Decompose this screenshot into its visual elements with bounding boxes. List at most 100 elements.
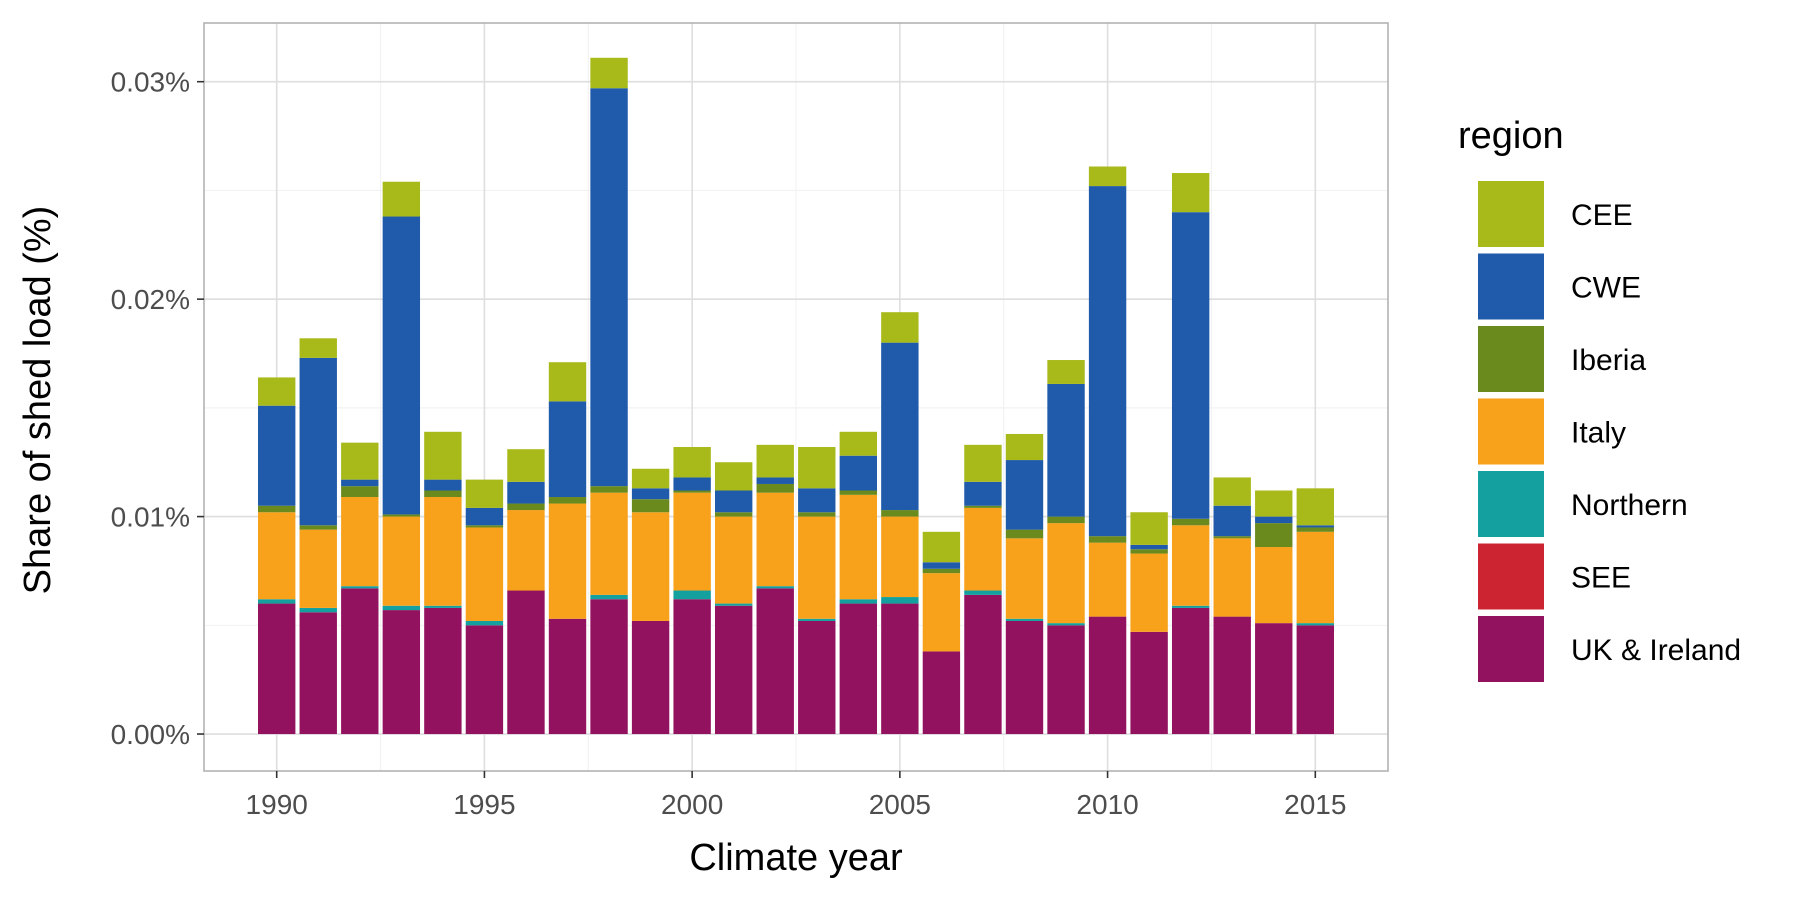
bar-stack-2009 — [1047, 360, 1085, 735]
legend-title: region — [1458, 115, 1564, 157]
legend-label: Northern — [1571, 489, 1688, 522]
bar-stack-2004 — [839, 431, 878, 735]
bar-uk-ireland-1991 — [299, 612, 337, 735]
bar-cee-2015 — [1296, 488, 1334, 526]
bar-cee-1995 — [465, 479, 504, 508]
bar-stack-1998 — [590, 57, 628, 735]
bar-italy-2014 — [1255, 547, 1293, 624]
bar-uk-ireland-1994 — [424, 607, 462, 735]
bar-iberia-2002 — [756, 483, 794, 493]
bar-cwe-2014 — [1255, 516, 1293, 524]
bar-cwe-2006 — [922, 562, 961, 569]
bar-cwe-1998 — [590, 88, 628, 487]
bar-cee-1999 — [631, 468, 670, 489]
x-axis: 1990 1995 2000 2005 2010 2015 — [246, 771, 1346, 820]
legend-item: CEE — [1478, 181, 1633, 247]
bar-italy-2009 — [1047, 523, 1085, 624]
bar-uk-ireland-1996 — [507, 590, 545, 735]
bar-iberia-2011 — [1130, 549, 1168, 554]
legend-key — [1478, 181, 1544, 247]
bar-iberia-1999 — [631, 499, 670, 513]
legend-label: CEE — [1571, 199, 1633, 232]
bar-iberia-2015 — [1296, 527, 1334, 532]
bar-northern-2005 — [881, 597, 919, 604]
legend-key — [1478, 616, 1544, 682]
bar-cwe-1994 — [424, 479, 462, 491]
bar-stack-2014 — [1255, 490, 1293, 735]
bar-iberia-2005 — [881, 510, 919, 517]
bar-cwe-1990 — [258, 405, 296, 506]
bar-italy-2006 — [922, 573, 961, 652]
bar-stack-1994 — [424, 431, 462, 735]
bar-uk-ireland-2013 — [1213, 616, 1251, 735]
bar-iberia-2010 — [1088, 536, 1127, 543]
bar-northern-1992 — [341, 586, 379, 589]
bar-iberia-2006 — [922, 568, 961, 574]
plot-panel — [203, 22, 1389, 772]
bar-cwe-2009 — [1047, 383, 1085, 517]
bar-italy-2013 — [1213, 538, 1251, 617]
bar-stack-2013 — [1213, 477, 1251, 735]
bar-stack-2001 — [714, 462, 753, 735]
bar-uk-ireland-2009 — [1047, 625, 1085, 735]
x-tick-label: 2010 — [1076, 789, 1138, 820]
bar-northern-1993 — [382, 605, 421, 611]
bar-iberia-2013 — [1213, 536, 1251, 539]
bar-stack-2000 — [673, 447, 711, 735]
bar-stack-2007 — [964, 444, 1002, 735]
bar-cwe-2001 — [714, 490, 753, 513]
bar-italy-1995 — [465, 527, 504, 621]
bar-italy-2010 — [1088, 542, 1127, 617]
bar-cee-2008 — [1005, 433, 1044, 461]
bar-uk-ireland-2002 — [756, 588, 794, 735]
bar-iberia-1997 — [548, 497, 587, 504]
y-axis: 0.00% 0.01% 0.02% 0.03% — [111, 67, 204, 750]
bar-iberia-2003 — [798, 512, 836, 517]
bar-stack-2006 — [922, 531, 961, 735]
bar-italy-2015 — [1296, 531, 1334, 624]
bar-iberia-1991 — [299, 525, 337, 530]
bar-uk-ireland-1995 — [465, 625, 504, 735]
y-axis-title: Share of shed load (%) — [17, 206, 59, 595]
bar-stack-2015 — [1296, 488, 1334, 735]
bar-uk-ireland-2000 — [673, 599, 711, 735]
bar-italy-2003 — [798, 516, 836, 619]
bar-stack-1999 — [631, 468, 670, 735]
bar-cee-1993 — [382, 181, 421, 217]
bar-cwe-2004 — [839, 455, 878, 491]
bar-uk-ireland-2008 — [1005, 620, 1044, 735]
bar-cee-2006 — [922, 531, 961, 563]
bar-cee-2005 — [881, 312, 919, 343]
bar-italy-2011 — [1130, 553, 1168, 632]
bar-iberia-1990 — [258, 505, 296, 513]
bar-uk-ireland-2007 — [964, 594, 1002, 735]
bar-italy-1992 — [341, 497, 379, 587]
bar-stack-2002 — [756, 444, 794, 735]
bar-italy-1993 — [382, 516, 421, 606]
legend-item: UK & Ireland — [1478, 616, 1741, 682]
bar-cwe-2015 — [1296, 525, 1334, 528]
bar-cee-1991 — [299, 338, 337, 358]
bar-cwe-1991 — [299, 357, 337, 526]
bar-stack-1993 — [382, 181, 421, 735]
legend-key — [1478, 326, 1544, 392]
bar-italy-1990 — [258, 512, 296, 600]
bar-cee-2011 — [1130, 512, 1168, 545]
bar-cwe-2011 — [1130, 544, 1168, 550]
bar-iberia-2012 — [1171, 518, 1210, 526]
bar-uk-ireland-1997 — [548, 618, 587, 735]
bar-italy-1994 — [424, 497, 462, 606]
bar-iberia-1993 — [382, 514, 421, 517]
bar-northern-2008 — [1005, 618, 1044, 621]
bar-italy-1999 — [631, 512, 670, 621]
bar-cwe-1999 — [631, 488, 670, 500]
bar-uk-ireland-1998 — [590, 599, 628, 735]
bar-stack-1991 — [299, 338, 337, 735]
bar-cee-2000 — [673, 447, 711, 478]
bar-stack-2012 — [1171, 173, 1210, 735]
bar-cwe-2013 — [1213, 505, 1251, 537]
x-tick-label: 2000 — [661, 789, 723, 820]
bar-cwe-1993 — [382, 216, 421, 515]
legend-key — [1478, 398, 1544, 465]
bar-uk-ireland-2015 — [1296, 625, 1334, 735]
